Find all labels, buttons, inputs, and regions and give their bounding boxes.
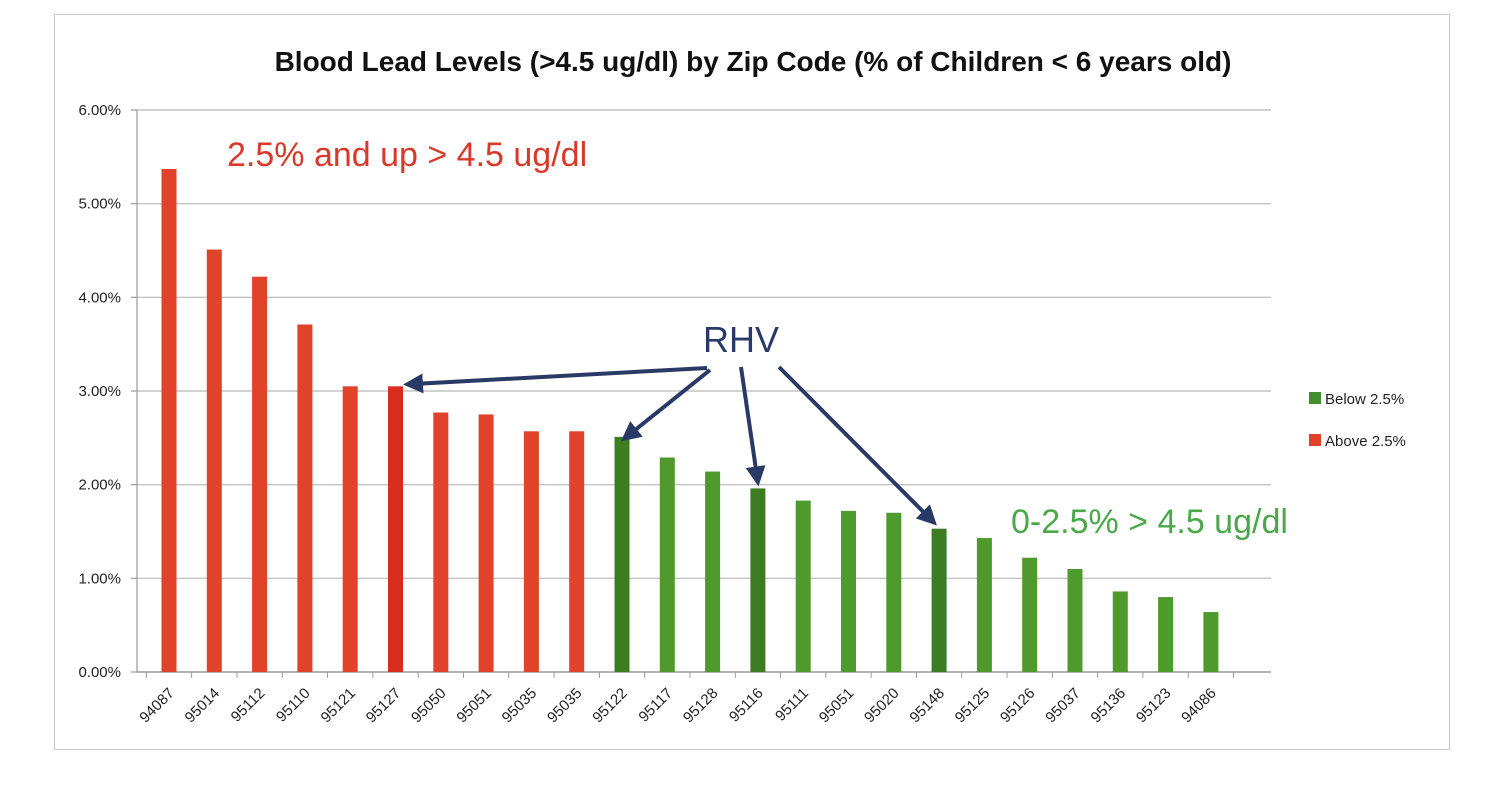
y-axis-ticks: 0.00% 1.00% 2.00% 3.00% 4.00% 5.00% 6.00% — [78, 102, 121, 681]
y-tick-label: 5.00% — [78, 196, 121, 213]
y-tick-label: 6.00% — [78, 102, 121, 119]
x-tick-label: 95051 — [453, 685, 495, 727]
x-tick-label: 95116 — [726, 685, 767, 726]
bar-95050-6 — [433, 412, 449, 672]
bar-95112-2 — [252, 276, 268, 672]
rhv-arrows — [403, 365, 937, 526]
x-tick-label: 95111 — [772, 685, 812, 725]
bar-95126-19 — [1022, 557, 1038, 672]
x-tick-label: 94086 — [1178, 685, 1220, 727]
y-tick-label: 3.00% — [78, 383, 121, 400]
chart-frame: Blood Lead Levels (>4.5 ug/dl) by Zip Co… — [54, 14, 1450, 750]
y-tick-label: 4.00% — [78, 289, 121, 306]
bar-94087-0 — [161, 169, 177, 672]
rhv-arrow — [620, 368, 712, 442]
bar-95111-14 — [795, 500, 811, 672]
x-tick-label: 95020 — [861, 685, 903, 727]
bar-95035-8 — [523, 431, 539, 672]
rhv-annotation: RHV — [703, 319, 779, 360]
x-tick-label: 95037 — [1042, 685, 1084, 727]
x-axis-ticks: 94087 95014 95112 95110 95121 95127 95050 95051… — [136, 672, 1235, 727]
x-tick-label: 95126 — [997, 685, 1039, 727]
bar-95117-11 — [659, 457, 675, 672]
bar-94086-23 — [1203, 612, 1219, 672]
chart-title: Blood Lead Levels (>4.5 ug/dl) by Zip Co… — [275, 46, 1232, 77]
x-tick-label: 95110 — [273, 685, 314, 726]
bar-95051-15 — [841, 510, 856, 672]
above-threshold-annotation: 2.5% and up > 4.5 ug/dl — [227, 136, 587, 174]
legend-swatch-above — [1309, 434, 1321, 446]
x-tick-label: 95128 — [680, 685, 722, 727]
x-tick-label: 95148 — [906, 685, 948, 727]
bar-95051-7 — [478, 414, 494, 672]
x-tick-label: 95035 — [499, 685, 541, 727]
bar-95037-20 — [1067, 568, 1083, 672]
bar-95148-17 — [931, 528, 947, 672]
rhv-arrow — [403, 366, 708, 394]
x-tick-label: 94087 — [136, 685, 178, 727]
rhv-arrow — [777, 365, 937, 526]
bar-95128-12 — [705, 471, 721, 672]
bars — [161, 169, 1219, 672]
bar-95127-5 — [388, 386, 403, 672]
bar-95116-13 — [750, 488, 766, 672]
bar-95014-1 — [206, 249, 222, 672]
bar-95125-18 — [976, 538, 992, 672]
x-tick-label: 95035 — [544, 685, 586, 727]
y-tick-label: 0.00% — [78, 664, 121, 681]
bar-95020-16 — [886, 512, 902, 672]
x-tick-label: 95127 — [363, 685, 405, 727]
bar-chart: Blood Lead Levels (>4.5 ug/dl) by Zip Co… — [78, 46, 1406, 727]
x-tick-label: 95122 — [589, 685, 631, 727]
bar-95110-3 — [297, 324, 313, 672]
bar-95035-9 — [569, 431, 585, 672]
bar-95122-10 — [614, 436, 630, 672]
x-tick-label: 95121 — [318, 685, 360, 727]
x-tick-label: 95112 — [228, 685, 269, 726]
x-tick-label: 95051 — [816, 685, 858, 727]
x-tick-label: 95136 — [1088, 685, 1130, 727]
y-tick-label: 2.00% — [78, 477, 121, 494]
x-tick-label: 95117 — [635, 685, 676, 726]
x-tick-label: 95125 — [952, 685, 994, 727]
bar-95123-22 — [1158, 597, 1174, 672]
x-tick-label: 95014 — [182, 685, 224, 727]
legend: Below 2.5% Above 2.5% — [1309, 391, 1406, 450]
legend-swatch-below — [1309, 392, 1321, 404]
below-threshold-annotation: 0-2.5% > 4.5 ug/dl — [1011, 503, 1288, 541]
y-tick-label: 1.00% — [78, 570, 121, 587]
x-tick-label: 95123 — [1133, 685, 1175, 727]
bar-95121-4 — [342, 386, 358, 672]
rhv-arrow — [739, 366, 766, 487]
legend-label-above: Above 2.5% — [1325, 433, 1406, 450]
gridlines — [131, 109, 1271, 673]
x-tick-label: 95050 — [408, 685, 450, 727]
legend-label-below: Below 2.5% — [1325, 391, 1404, 408]
bar-95136-21 — [1112, 591, 1128, 672]
